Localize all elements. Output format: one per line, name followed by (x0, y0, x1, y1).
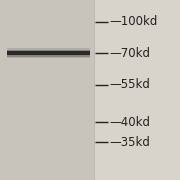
FancyBboxPatch shape (7, 48, 90, 58)
FancyBboxPatch shape (7, 50, 90, 57)
Text: —70kd: —70kd (110, 47, 151, 60)
FancyBboxPatch shape (7, 51, 90, 55)
FancyBboxPatch shape (0, 0, 94, 180)
Text: —55kd: —55kd (110, 78, 151, 91)
Text: —100kd: —100kd (110, 15, 158, 28)
Text: —40kd: —40kd (110, 116, 151, 129)
Text: —35kd: —35kd (110, 136, 151, 149)
FancyBboxPatch shape (7, 51, 90, 55)
